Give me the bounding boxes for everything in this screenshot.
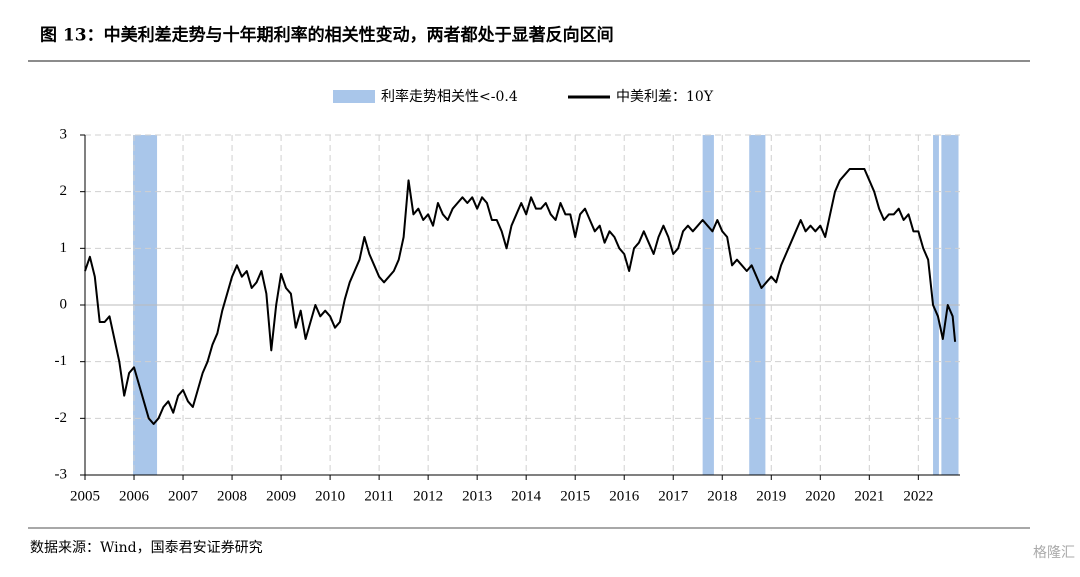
- x-tick-label: 2009: [266, 488, 296, 504]
- y-tick-label: 1: [60, 240, 68, 256]
- y-tick-label: -3: [55, 466, 68, 482]
- x-tick-label: 2007: [168, 488, 199, 504]
- x-tick-label: 2022: [903, 488, 933, 504]
- y-tick-label: 2: [60, 183, 68, 199]
- x-tick-label: 2016: [609, 488, 640, 504]
- x-tick-label: 2017: [658, 488, 689, 504]
- legend-swatch: [333, 90, 375, 103]
- x-tick-label: 2014: [511, 488, 542, 504]
- y-tick-label: -2: [55, 410, 68, 426]
- x-tick-label: 2012: [413, 488, 443, 504]
- x-tick-label: 2015: [560, 488, 590, 504]
- legend-label: 利率走势相关性<-0.4: [381, 88, 518, 105]
- source-note: 数据来源：Wind，国泰君安证券研究: [30, 540, 263, 556]
- x-tick-label: 2020: [805, 488, 835, 504]
- x-tick-label: 2021: [854, 488, 884, 504]
- figure-title: 图 13：中美利差走势与十年期利率的相关性变动，两者都处于显著反向区间: [40, 25, 614, 46]
- x-tick-label: 2011: [364, 488, 393, 504]
- x-tick-label: 2005: [70, 488, 100, 504]
- y-tick-label: -1: [55, 353, 68, 369]
- series-line: [84, 168, 957, 425]
- y-tick-label: 3: [60, 126, 68, 142]
- watermark: 格隆汇: [1033, 545, 1075, 561]
- x-tick-label: 2019: [756, 488, 786, 504]
- x-tick-label: 2006: [119, 488, 150, 504]
- x-tick-label: 2010: [315, 488, 345, 504]
- x-tick-label: 2008: [217, 488, 247, 504]
- x-tick-label: 2018: [707, 488, 737, 504]
- y-tick-label: 0: [60, 296, 68, 312]
- x-tick-label: 2013: [462, 488, 492, 504]
- legend-label: 中美利差：10Y: [616, 89, 714, 105]
